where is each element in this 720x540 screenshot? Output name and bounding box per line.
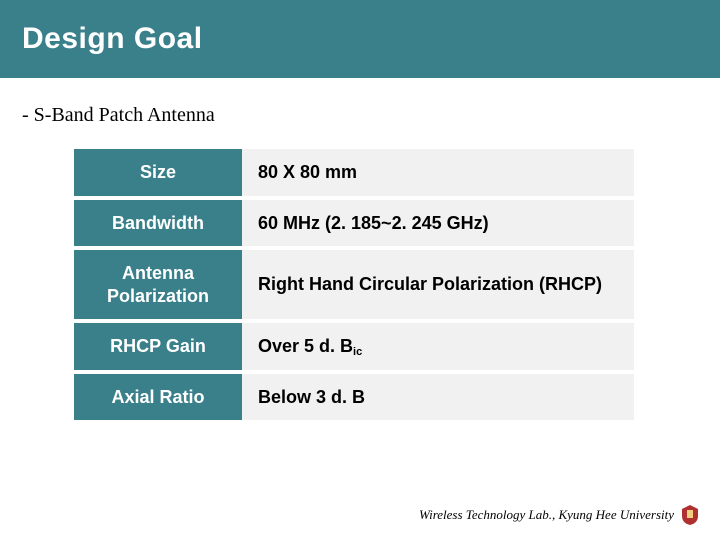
slide-subtitle: - S-Band Patch Antenna bbox=[22, 104, 720, 127]
row-value: 80 X 80 mm bbox=[242, 149, 634, 196]
slide-title: Design Goal bbox=[22, 22, 203, 56]
row-label: Axial Ratio bbox=[74, 374, 242, 421]
row-label: RHCP Gain bbox=[74, 323, 242, 370]
row-value: 60 MHz (2. 185~2. 245 GHz) bbox=[242, 200, 634, 247]
row-label: Antenna Polarization bbox=[74, 250, 242, 319]
table-row: Size 80 X 80 mm bbox=[74, 149, 634, 196]
table-row: Bandwidth 60 MHz (2. 185~2. 245 GHz) bbox=[74, 200, 634, 247]
slide-footer: Wireless Technology Lab., Kyung Hee Univ… bbox=[419, 504, 700, 526]
footer-text: Wireless Technology Lab., Kyung Hee Univ… bbox=[419, 507, 674, 523]
row-value: Right Hand Circular Polarization (RHCP) bbox=[242, 250, 634, 319]
row-value: Below 3 d. B bbox=[242, 374, 634, 421]
table-row: RHCP Gain Over 5 d. Bic bbox=[74, 323, 634, 370]
slide-header: Design Goal bbox=[0, 0, 720, 78]
table-row: Axial Ratio Below 3 d. B bbox=[74, 374, 634, 421]
logo-inner bbox=[687, 510, 693, 518]
row-value: Over 5 d. Bic bbox=[242, 323, 634, 370]
row-value-sub: ic bbox=[353, 346, 362, 358]
row-label: Size bbox=[74, 149, 242, 196]
university-logo-icon bbox=[680, 504, 700, 526]
row-value-pre: Over 5 d. B bbox=[258, 336, 353, 356]
spec-table: Size 80 X 80 mm Bandwidth 60 MHz (2. 185… bbox=[74, 145, 634, 424]
table-row: Antenna Polarization Right Hand Circular… bbox=[74, 250, 634, 319]
row-label: Bandwidth bbox=[74, 200, 242, 247]
